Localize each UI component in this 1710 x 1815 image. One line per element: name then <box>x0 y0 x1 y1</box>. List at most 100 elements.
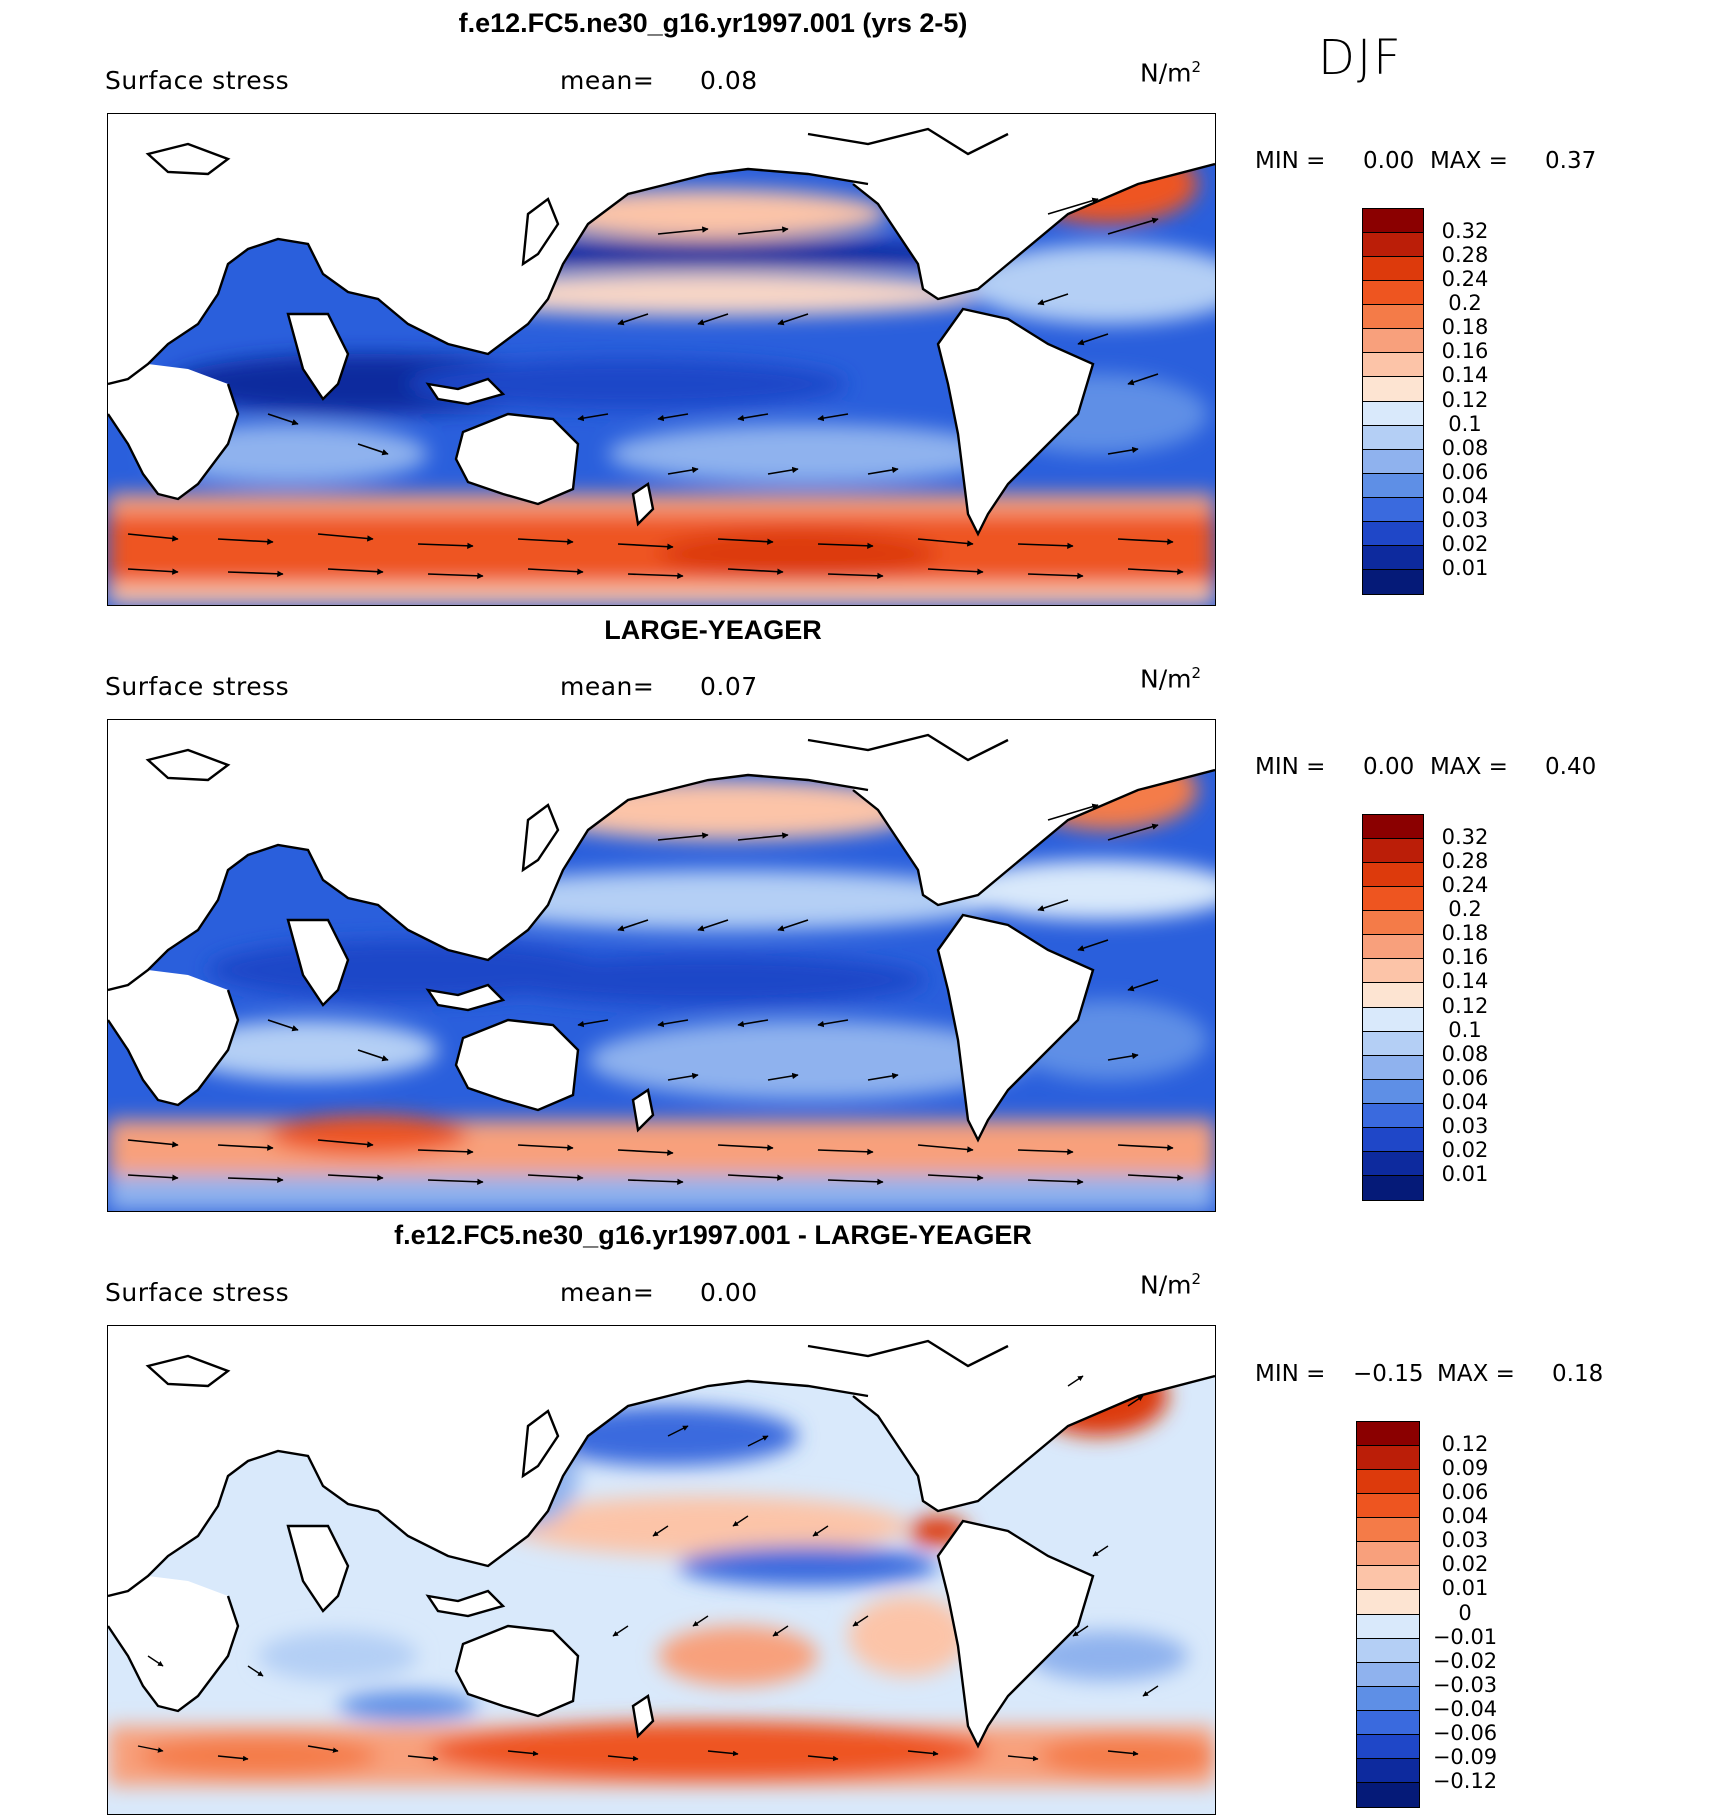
panel-1-colorbar-level-label: 0.02 <box>1441 531 1489 556</box>
panel-3-min-value: −0.15 <box>1353 1361 1424 1387</box>
panel-3-colorbar-level-label: 0.03 <box>1441 1528 1489 1553</box>
panel-2-map-svg <box>108 720 1215 1211</box>
panel-1-colorbar-segment <box>1363 497 1423 522</box>
panel-2-mean-value: 0.07 <box>700 672 758 701</box>
panel-2-max-value: 0.40 <box>1545 754 1597 780</box>
panel-2-colorbar-level-label: 0.1 <box>1448 1017 1482 1042</box>
panel-2-colorbar-segment <box>1363 839 1423 864</box>
panel-1-map <box>107 113 1216 606</box>
panel-3-colorbar-level-label: −0.06 <box>1432 1720 1498 1745</box>
panel-2-colorbar-segment <box>1363 887 1423 912</box>
panel-2-units: N/m2 <box>1140 664 1202 694</box>
panel-2-colorbar-level-label: 0.2 <box>1448 897 1482 922</box>
panel-3-colorbar-segment <box>1357 1662 1419 1687</box>
panel-2-colorbar-segment <box>1363 935 1423 960</box>
panel-1-colorbar-segment <box>1363 473 1423 498</box>
panel-2-max-label: MAX = <box>1430 754 1508 780</box>
panel-2-colorbar-level-label: 0.01 <box>1441 1161 1489 1186</box>
panel-1-colorbar-segment <box>1363 377 1423 402</box>
panel-3-colorbar-level-label: 0.02 <box>1441 1552 1489 1577</box>
panel-3-colorbar-segment <box>1357 1518 1419 1543</box>
panel-3-colorbar-level-label: −0.03 <box>1432 1672 1498 1697</box>
panel-1-colorbar-segment <box>1363 353 1423 378</box>
panel-3-colorbar-level-label: −0.04 <box>1432 1696 1498 1721</box>
panel-3-min-label: MIN = <box>1255 1361 1326 1387</box>
panel-1-min-value: 0.00 <box>1363 148 1415 174</box>
panel-3-colorbar-level-label: 0 <box>1458 1600 1472 1625</box>
panel-3-units: N/m2 <box>1140 1270 1202 1300</box>
panel-3-colorbar-level-label: 0.12 <box>1441 1432 1489 1457</box>
panel-1-colorbar-level-label: 0.28 <box>1441 243 1489 268</box>
panel-2-colorbar-level-label: 0.12 <box>1441 993 1489 1018</box>
panel-3-colorbar-level-label: −0.01 <box>1432 1624 1498 1649</box>
panel-1-colorbar-level-label: 0.06 <box>1441 459 1489 484</box>
panel-1-colorbar-level-label: 0.12 <box>1441 387 1489 412</box>
panel-3-max-label: MAX = <box>1437 1361 1515 1387</box>
panel-1-colorbar-segment <box>1363 281 1423 306</box>
panel-2-colorbar-level-label: 0.18 <box>1441 921 1489 946</box>
panel-1-colorbar-segment <box>1363 401 1423 426</box>
panel-2-colorbar-level-label: 0.08 <box>1441 1041 1489 1066</box>
panel-3-colorbar-segment <box>1357 1758 1419 1783</box>
panel-1-min-label: MIN = <box>1255 148 1326 174</box>
panel-3-colorbar-segment <box>1357 1446 1419 1471</box>
panel-2-colorbar-segment <box>1363 1079 1423 1104</box>
panel-2-mean-label: mean= <box>560 672 655 701</box>
panel-1-colorbar-level-label: 0.16 <box>1441 339 1489 364</box>
panel-3-colorbar <box>1356 1421 1420 1808</box>
panel-3-colorbar-level-label: −0.12 <box>1432 1768 1498 1793</box>
panel-2-colorbar-level-label: 0.04 <box>1441 1089 1489 1114</box>
panel-1-colorbar-segment <box>1363 209 1423 234</box>
panel-1-colorbar <box>1362 208 1424 595</box>
panel-2-colorbar-segment <box>1363 959 1423 984</box>
panel-1-map-svg <box>108 114 1215 605</box>
panel-1-colorbar-segment <box>1363 521 1423 546</box>
panel-2-colorbar-level-label: 0.14 <box>1441 969 1489 994</box>
panel-2-colorbar-segment <box>1363 815 1423 840</box>
panel-3-mean-value: 0.00 <box>700 1278 758 1307</box>
panel-1-colorbar-level-label: 0.1 <box>1448 411 1482 436</box>
panel-3-colorbar-segment <box>1357 1638 1419 1663</box>
panel-1-colorbar-segment <box>1363 569 1423 594</box>
panel-1-colorbar-level-label: 0.2 <box>1448 291 1482 316</box>
panel-3-colorbar-level-label: 0.01 <box>1441 1576 1489 1601</box>
panel-2-colorbar-segment <box>1363 1055 1423 1080</box>
panel-1-colorbar-segment <box>1363 449 1423 474</box>
panel-1-colorbar-segment <box>1363 233 1423 258</box>
panel-2-colorbar-level-label: 0.03 <box>1441 1113 1489 1138</box>
panel-2-colorbar-segment <box>1363 1175 1423 1200</box>
panel-3-colorbar-level-label: −0.09 <box>1432 1744 1498 1769</box>
panel-1-colorbar-level-label: 0.04 <box>1441 483 1489 508</box>
panel-3-colorbar-segment <box>1357 1422 1419 1447</box>
panel-3-max-value: 0.18 <box>1552 1361 1604 1387</box>
panel-2-colorbar-segment <box>1363 863 1423 888</box>
panel-1-variable-label: Surface stress <box>105 66 290 95</box>
season-label: DJF <box>1318 30 1403 86</box>
panel-3-colorbar-segment <box>1357 1710 1419 1735</box>
panel-2-colorbar-segment <box>1363 1007 1423 1032</box>
panel-3-mean-label: mean= <box>560 1278 655 1307</box>
panel-3-colorbar-segment <box>1357 1470 1419 1495</box>
panel-3-title: f.e12.FC5.ne30_g16.yr1997.001 - LARGE-YE… <box>394 1220 1032 1250</box>
panel-1-colorbar-level-label: 0.01 <box>1441 555 1489 580</box>
panel-2-map <box>107 719 1216 1212</box>
panel-1-colorbar-segment <box>1363 425 1423 450</box>
panel-3-colorbar-segment <box>1357 1566 1419 1591</box>
panel-3-colorbar-segment <box>1357 1494 1419 1519</box>
panel-2-colorbar-segment <box>1363 1031 1423 1056</box>
panel-2-min-label: MIN = <box>1255 754 1326 780</box>
panel-2-colorbar-level-label: 0.06 <box>1441 1065 1489 1090</box>
panel-2-min-value: 0.00 <box>1363 754 1415 780</box>
panel-1-units: N/m2 <box>1140 58 1202 88</box>
panel-1-title: f.e12.FC5.ne30_g16.yr1997.001 (yrs 2-5) <box>458 8 968 38</box>
panel-3-colorbar-segment <box>1357 1614 1419 1639</box>
panel-3-map-svg <box>108 1326 1215 1814</box>
panel-2-variable-label: Surface stress <box>105 672 290 701</box>
panel-1-max-label: MAX = <box>1430 148 1508 174</box>
panel-1-colorbar-level-label: 0.18 <box>1441 315 1489 340</box>
panel-3-colorbar-labels: 0.12 0.09 0.06 0.04 0.03 0.02 0.01 0 −0.01 −0.02−… <box>1430 1421 1510 1806</box>
panel-3-colorbar-level-label: 0.06 <box>1441 1480 1489 1505</box>
panel-2-colorbar-segment <box>1363 911 1423 936</box>
panel-3-colorbar-segment <box>1357 1782 1419 1807</box>
panel-1-colorbar-segment <box>1363 329 1423 354</box>
